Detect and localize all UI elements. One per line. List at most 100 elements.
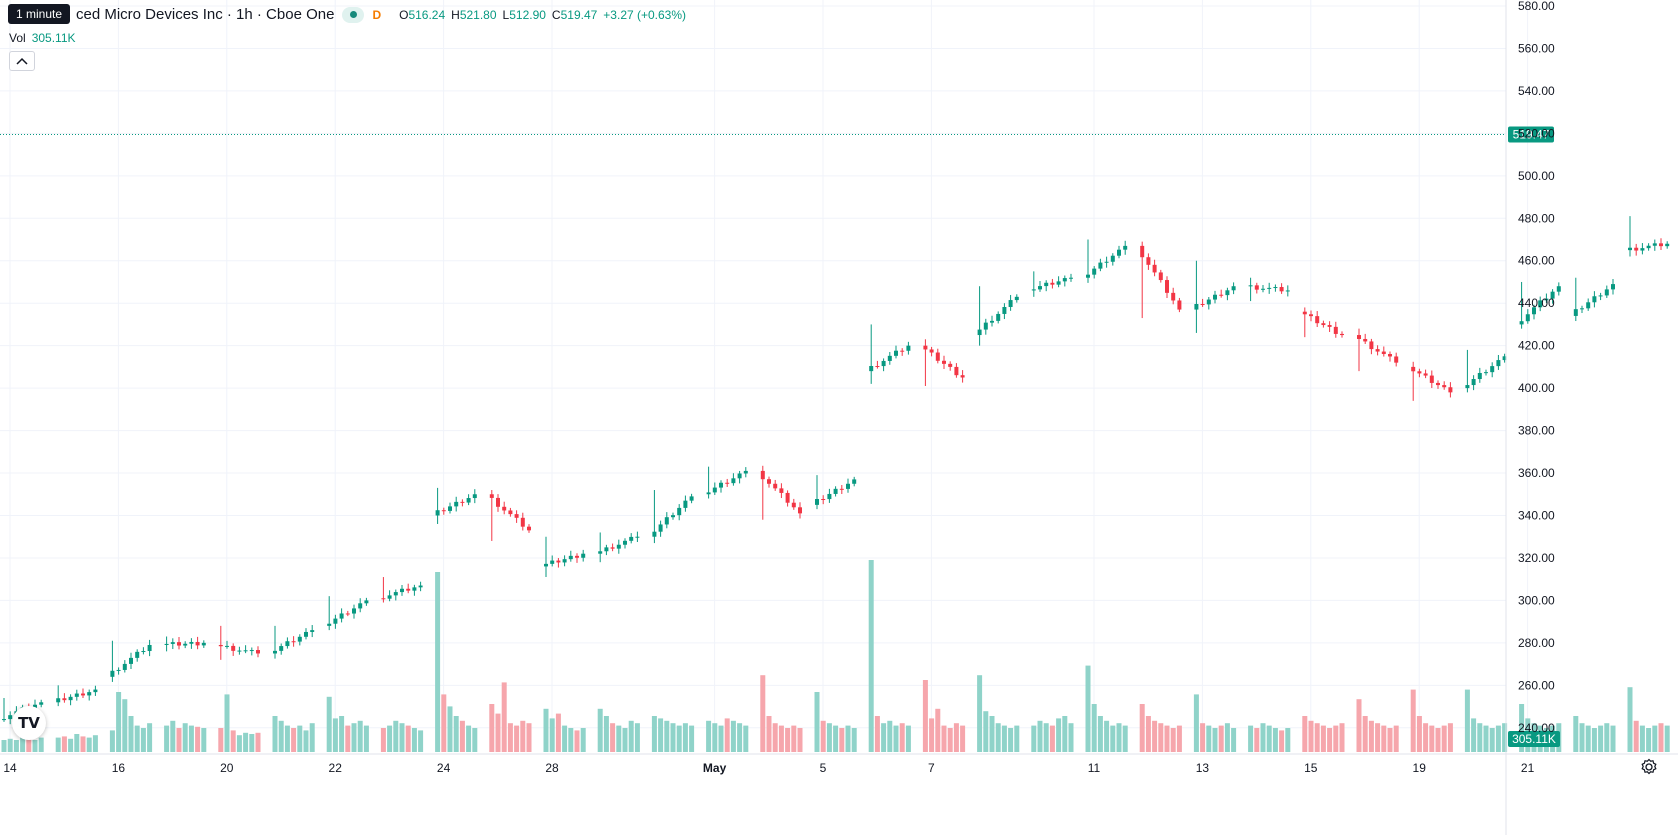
candle-body [598,551,603,554]
candle-body [683,500,688,508]
price-tick-label: 440.00 [1518,296,1555,310]
candle-body [556,560,561,563]
candle-body [1604,289,1609,296]
candle-body [304,631,308,637]
candle-body [1206,299,1211,305]
price-tick-label: 580.00 [1518,0,1555,13]
volume-bar [724,718,730,752]
candle-body [996,313,1001,321]
candle-body [779,488,784,493]
volume-bar [995,723,1001,752]
candle-body [1611,284,1615,290]
time-tick-label: 28 [545,761,559,775]
volume-bar [1176,725,1182,752]
candle-body [839,488,844,490]
candle-body [791,502,796,508]
price-tick-label: 540.00 [1518,84,1555,98]
price-tick-label: 340.00 [1518,508,1555,522]
volume-bar [61,736,67,752]
volume-bar [1585,725,1591,752]
candle-body [400,588,404,593]
volume-bar [128,716,134,752]
volume-bar [38,737,44,752]
volume-bar [303,730,309,752]
volume-bar [580,728,586,752]
candle-body [225,645,229,647]
candle-body [454,501,459,507]
candle-body [1327,325,1332,327]
dividend-badge[interactable]: D [372,7,382,22]
candle-body [489,494,494,498]
volume-bar [1279,730,1285,752]
candle-body [960,375,965,378]
price-axis: 240.00 260.00 280.00 300.00 320.00 340.00 360.… [1505,0,1555,835]
candle-body [604,547,609,552]
candle-body [562,559,567,563]
candle-body [821,499,826,501]
volume-legend: Vol 305.11K [9,31,76,45]
candles [2,216,1670,725]
last-price-tag [1508,126,1554,143]
candle-body [1092,268,1097,275]
candle-body [785,492,790,503]
candle-body [93,689,98,693]
volume-bar [760,675,766,752]
volume-bar [887,720,893,752]
candle-body [1152,264,1157,273]
candle-body [1525,314,1530,322]
candle-body [249,650,254,652]
candle-body [1038,286,1042,290]
candle-body [472,494,477,499]
volume-bar [182,723,188,752]
candle-body [393,592,398,596]
volume-bar [543,708,549,752]
candle-body [1285,290,1290,292]
volume-bar [32,740,38,752]
volume-bar [1471,718,1477,752]
tradingview-logo[interactable]: TV [12,706,46,740]
volume-bar [272,716,278,752]
candle-body [635,536,640,538]
symbol-title[interactable]: ced Micro Devices Inc · 1h · Cboe One [76,6,335,23]
volume-bar [249,734,255,752]
price-tick-label: 240.00 [1518,721,1555,735]
volume-bar [1375,723,1381,752]
candle-body [1014,296,1019,301]
volume-bar [1254,728,1260,752]
collapse-legend-button[interactable] [9,51,35,71]
volume-bar [1464,689,1470,752]
candle-body [333,618,338,624]
volume-bar [224,694,230,752]
volume-bar [170,720,176,752]
market-status-icon[interactable] [342,6,365,23]
volume-bar [791,725,797,752]
volume-bar [13,740,19,752]
candle-body [581,553,586,558]
volume-bar [345,725,351,752]
volume-bar [562,725,568,752]
volume-bar [1145,716,1151,752]
candle-body [1640,248,1645,251]
legend: ced Micro Devices Inc · 1h · Cboe One D … [8,6,686,23]
candle-body [1423,373,1428,376]
volume-bar [92,735,98,752]
time-tick-label: 15 [1304,761,1318,775]
candle-body [616,544,621,549]
volume-bar [574,730,580,752]
candle-body [1532,307,1536,315]
close-label: C [551,7,561,22]
volume-bar [1416,716,1422,752]
candle-body [658,524,663,532]
candle-body [1177,300,1182,310]
time-tick-label: 11 [1088,761,1101,775]
volume-bar [1049,725,1055,752]
volume-bar [743,725,749,752]
last-volume-tag [1508,731,1560,747]
volume-bar [706,720,712,752]
price-tick-label: 280.00 [1518,636,1555,650]
low-label: L [502,7,510,22]
settings-gear-icon[interactable] [1640,758,1658,776]
volume-bar [899,723,905,752]
candle-body [231,645,236,651]
